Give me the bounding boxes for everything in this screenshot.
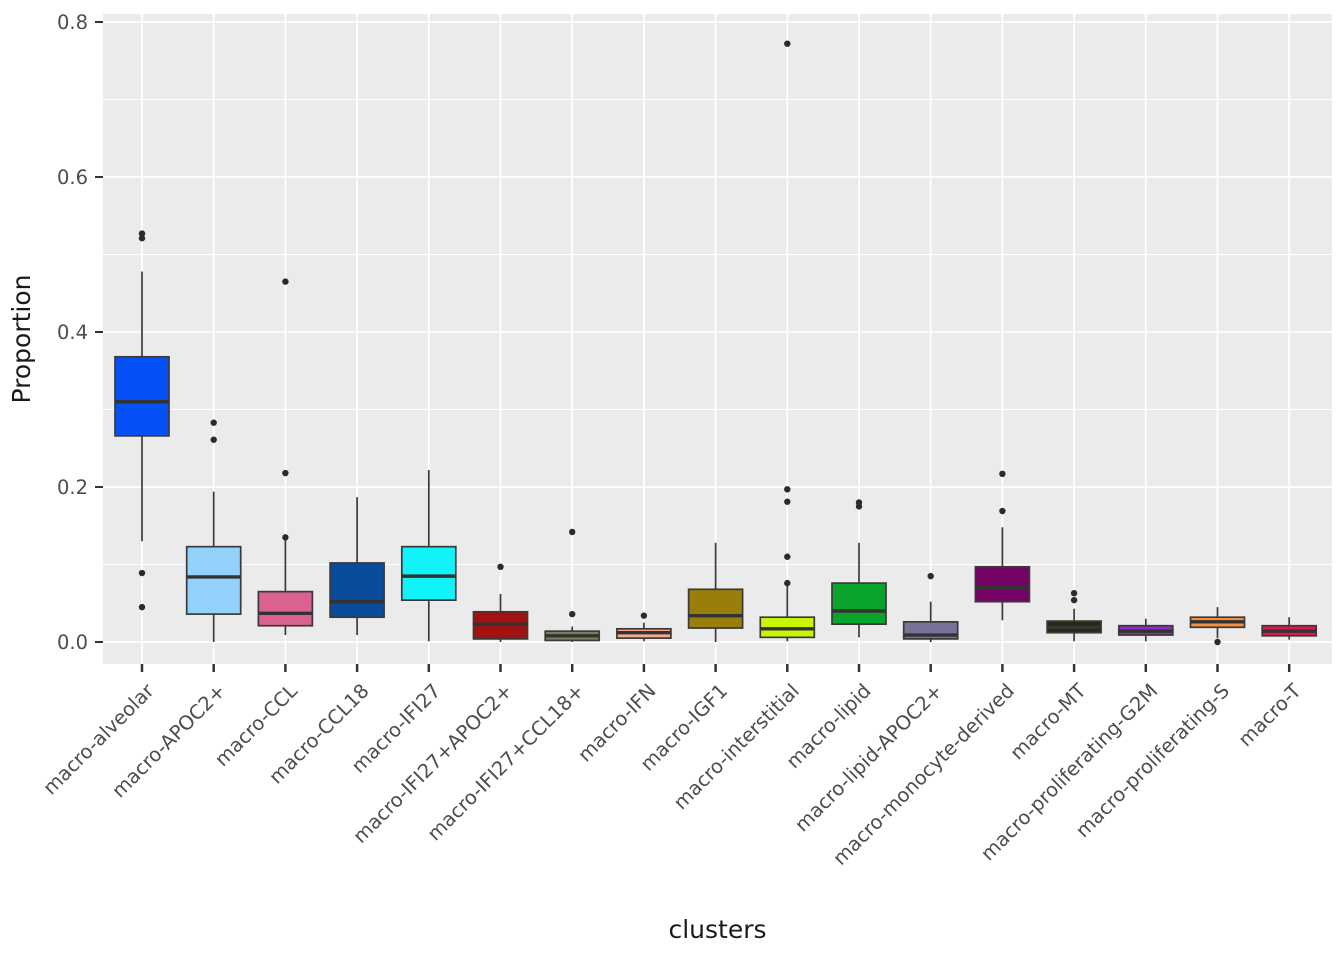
outlier-point [784, 40, 791, 47]
box-macro-mt [1046, 589, 1102, 642]
iqr-box [114, 355, 170, 437]
box-macro-apoc2- [185, 419, 242, 642]
iqr-box [329, 562, 385, 619]
box-macro-ccl [257, 278, 314, 636]
outlier-point [784, 579, 791, 587]
box-macro-proliferating-s [1189, 607, 1246, 646]
outlier-point [1070, 589, 1078, 597]
iqr-box [687, 588, 744, 629]
box-macro-ifi27-ccl18- [544, 528, 601, 642]
plot-panel [103, 14, 1332, 664]
box-macro-monocyte-derived [974, 470, 1031, 621]
box-macro-ifi27-apoc2- [472, 563, 529, 642]
outlier-point [855, 503, 863, 510]
outlier-point [784, 498, 791, 505]
box-macro-ifn [616, 612, 672, 642]
outlier-point [210, 419, 217, 426]
iqr-box [974, 565, 1031, 603]
iqr-box [185, 545, 242, 615]
box-macro-alveolar [114, 230, 170, 611]
y-tick-label: 0.8 [57, 11, 88, 34]
outlier-point [999, 470, 1006, 478]
outlier-point [282, 278, 289, 285]
outlier-point [569, 610, 576, 618]
x-tick-label: macro-interstitial [669, 679, 804, 814]
box-macro-igf1 [687, 542, 744, 642]
iqr-box [831, 582, 887, 626]
box-macro-lipid-apoc2- [902, 572, 959, 642]
outlier-point [497, 563, 504, 571]
outlier-point [138, 569, 146, 577]
outlier-point [927, 572, 934, 580]
outlier-point [569, 528, 576, 536]
outlier-point [282, 469, 289, 477]
iqr-box [400, 545, 457, 601]
iqr-box [257, 590, 314, 627]
box-macro-proliferating-g2m [1117, 618, 1174, 642]
x-axis-title: clusters [668, 915, 766, 944]
y-tick-label: 0.4 [57, 321, 88, 344]
outlier-point [1214, 638, 1221, 646]
x-tick-label: macro-T [1234, 679, 1306, 751]
outlier-point [138, 603, 146, 611]
axis-ticks [95, 21, 1291, 672]
y-tick-label: 0.2 [57, 476, 88, 499]
box-macro-lipid [831, 499, 887, 638]
outlier-point [210, 436, 217, 443]
outlier-point [999, 507, 1006, 515]
outlier-point [138, 230, 146, 237]
y-axis-title: Proportion [7, 275, 36, 404]
outlier-point [282, 534, 289, 541]
outlier-point [138, 235, 146, 242]
outlier-point [784, 553, 791, 560]
box-macro-t [1261, 617, 1318, 640]
box-macro-ccl18 [329, 497, 385, 636]
outlier-point [784, 486, 791, 493]
outlier-point [640, 612, 648, 619]
y-tick-label: 0.6 [57, 166, 88, 189]
box-macro-ifi27 [400, 469, 457, 642]
box-macro-interstitial [759, 40, 816, 642]
outlier-point [1070, 596, 1078, 604]
y-tick-label: 0.0 [57, 631, 88, 654]
